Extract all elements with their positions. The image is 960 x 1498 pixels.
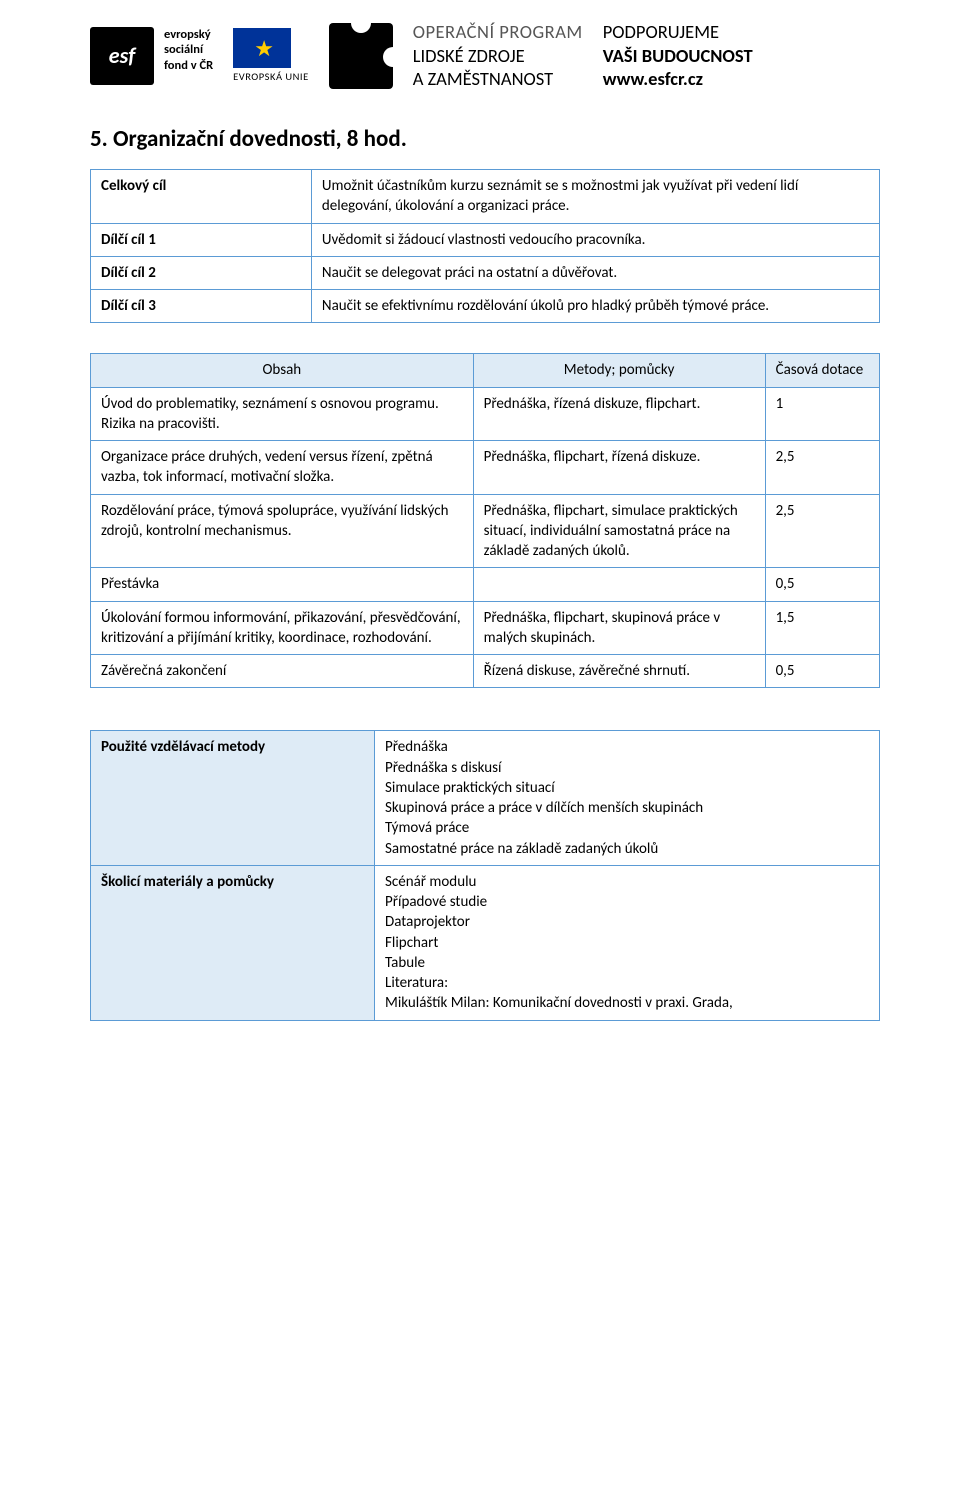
- methods-cell: Přednáška, flipchart, simulace praktický…: [473, 494, 765, 568]
- content-cell: Organizace práce druhých, vedení versus …: [91, 441, 474, 495]
- methods-cell: Přednáška, řízená diskuze, flipchart.: [473, 387, 765, 441]
- methods-table: Použité vzdělávací metody Přednáška Před…: [90, 730, 880, 1020]
- materials-values: Scénář modulu Případové studie Dataproje…: [375, 865, 880, 1020]
- content-cell: Úkolování formou informování, přikazován…: [91, 601, 474, 655]
- operational-program-text: OPERAČNÍ PROGRAM LIDSKÉ ZDROJE A ZAMĚSTN…: [413, 20, 583, 91]
- goal-text: Umožnit účastníkům kurzu seznámit se s m…: [311, 170, 879, 224]
- goal-text: Naučit se efektivnímu rozdělování úkolů …: [311, 290, 879, 323]
- eu-label: EVROPSKÁ UNIE: [233, 70, 309, 83]
- op-line-2: LIDSKÉ ZDROJE: [413, 44, 583, 68]
- goals-table: Celkový cíl Umožnit účastníkům kurzu sez…: [90, 169, 880, 323]
- method-line: Samostatné práce na základě zadaných úko…: [385, 839, 869, 859]
- method-line: Přednáška s diskusí: [385, 758, 869, 778]
- support-line-3: www.esfcr.cz: [603, 67, 753, 91]
- time-cell: 0,5: [765, 655, 879, 688]
- op-line-1: OPERAČNÍ PROGRAM: [413, 20, 583, 44]
- time-cell: 0,5: [765, 568, 879, 601]
- content-cell: Přestávka: [91, 568, 474, 601]
- methods-values: Přednáška Přednáška s diskusí Simulace p…: [375, 731, 880, 866]
- table-row: Organizace práce druhých, vedení versus …: [91, 441, 880, 495]
- goal-text: Uvědomit si žádoucí vlastnosti vedoucího…: [311, 223, 879, 256]
- methods-cell: Přednáška, flipchart, řízená diskuze.: [473, 441, 765, 495]
- table-row: Celkový cíl Umožnit účastníkům kurzu sez…: [91, 170, 880, 224]
- time-cell: 2,5: [765, 441, 879, 495]
- material-line: Tabule: [385, 953, 869, 973]
- table-row: Dílčí cíl 2 Naučit se delegovat práci na…: [91, 256, 880, 289]
- esf-line-1: evropský: [164, 27, 213, 43]
- table-row: Úkolování formou informování, přikazován…: [91, 601, 880, 655]
- eu-flag-icon: ★: [233, 28, 291, 68]
- goal-label: Dílčí cíl 3: [91, 290, 312, 323]
- esf-logo-block: esf evropský sociální fond v ČR: [90, 27, 213, 85]
- table-row: Závěrečná zakončení Řízená diskuse, závě…: [91, 655, 880, 688]
- table-row: Přestávka 0,5: [91, 568, 880, 601]
- esf-icon: esf: [90, 27, 154, 85]
- method-line: Simulace praktických situací: [385, 778, 869, 798]
- goal-label: Dílčí cíl 1: [91, 223, 312, 256]
- time-cell: 1: [765, 387, 879, 441]
- col-header-metody: Metody; pomůcky: [473, 354, 765, 387]
- esf-line-3: fond v ČR: [164, 58, 213, 74]
- op-line-3: A ZAMĚSTNANOST: [413, 67, 583, 91]
- table-row: Dílčí cíl 1 Uvědomit si žádoucí vlastnos…: [91, 223, 880, 256]
- methods-cell: Přednáška, flipchart, skupinová práce v …: [473, 601, 765, 655]
- section-title: 5. Organizační dovednosti, 8 hod.: [90, 125, 880, 153]
- goal-text: Naučit se delegovat práci na ostatní a d…: [311, 256, 879, 289]
- content-cell: Úvod do problematiky, seznámení s osnovo…: [91, 387, 474, 441]
- method-line: Skupinová práce a práce v dílčích menšíc…: [385, 798, 869, 818]
- time-cell: 2,5: [765, 494, 879, 568]
- material-line: Dataprojektor: [385, 912, 869, 932]
- table-header-row: Obsah Metody; pomůcky Časová dotace: [91, 354, 880, 387]
- support-line-1: PODPORUJEME: [603, 20, 753, 44]
- support-text: PODPORUJEME VAŠI BUDOUCNOST www.esfcr.cz: [603, 20, 753, 91]
- header-logo-strip: esf evropský sociální fond v ČR ★ EVROPS…: [90, 20, 880, 91]
- table-row: Dílčí cíl 3 Naučit se efektivnímu rozděl…: [91, 290, 880, 323]
- content-cell: Závěrečná zakončení: [91, 655, 474, 688]
- table-row: Rozdělování práce, týmová spolupráce, vy…: [91, 494, 880, 568]
- method-line: Přednáška: [385, 737, 869, 757]
- document-page: esf evropský sociální fond v ČR ★ EVROPS…: [0, 0, 960, 1041]
- goal-label: Celkový cíl: [91, 170, 312, 224]
- eu-logo-block: ★ EVROPSKÁ UNIE: [233, 28, 309, 83]
- methods-cell: [473, 568, 765, 601]
- content-cell: Rozdělování práce, týmová spolupráce, vy…: [91, 494, 474, 568]
- material-line: Flipchart: [385, 933, 869, 953]
- content-table: Obsah Metody; pomůcky Časová dotace Úvod…: [90, 353, 880, 688]
- methods-cell: Řízená diskuse, závěrečné shrnutí.: [473, 655, 765, 688]
- col-header-obsah: Obsah: [91, 354, 474, 387]
- goal-label: Dílčí cíl 2: [91, 256, 312, 289]
- esf-line-2: sociální: [164, 42, 213, 58]
- material-line: Scénář modulu: [385, 872, 869, 892]
- table-row: Úvod do problematiky, seznámení s osnovo…: [91, 387, 880, 441]
- materials-label: Školicí materiály a pomůcky: [91, 865, 375, 1020]
- table-row: Použité vzdělávací metody Přednáška Před…: [91, 731, 880, 866]
- puzzle-icon: [329, 23, 393, 89]
- table-row: Školicí materiály a pomůcky Scénář modul…: [91, 865, 880, 1020]
- material-line: Mikuláštík Milan: Komunikační dovednosti…: [385, 993, 869, 1013]
- esf-text: evropský sociální fond v ČR: [164, 27, 213, 74]
- method-line: Týmová práce: [385, 818, 869, 838]
- support-line-2: VAŠI BUDOUCNOST: [603, 44, 753, 68]
- methods-label: Použité vzdělávací metody: [91, 731, 375, 866]
- time-cell: 1,5: [765, 601, 879, 655]
- col-header-dotace: Časová dotace: [765, 354, 879, 387]
- material-line: Případové studie: [385, 892, 869, 912]
- material-line: Literatura:: [385, 973, 869, 993]
